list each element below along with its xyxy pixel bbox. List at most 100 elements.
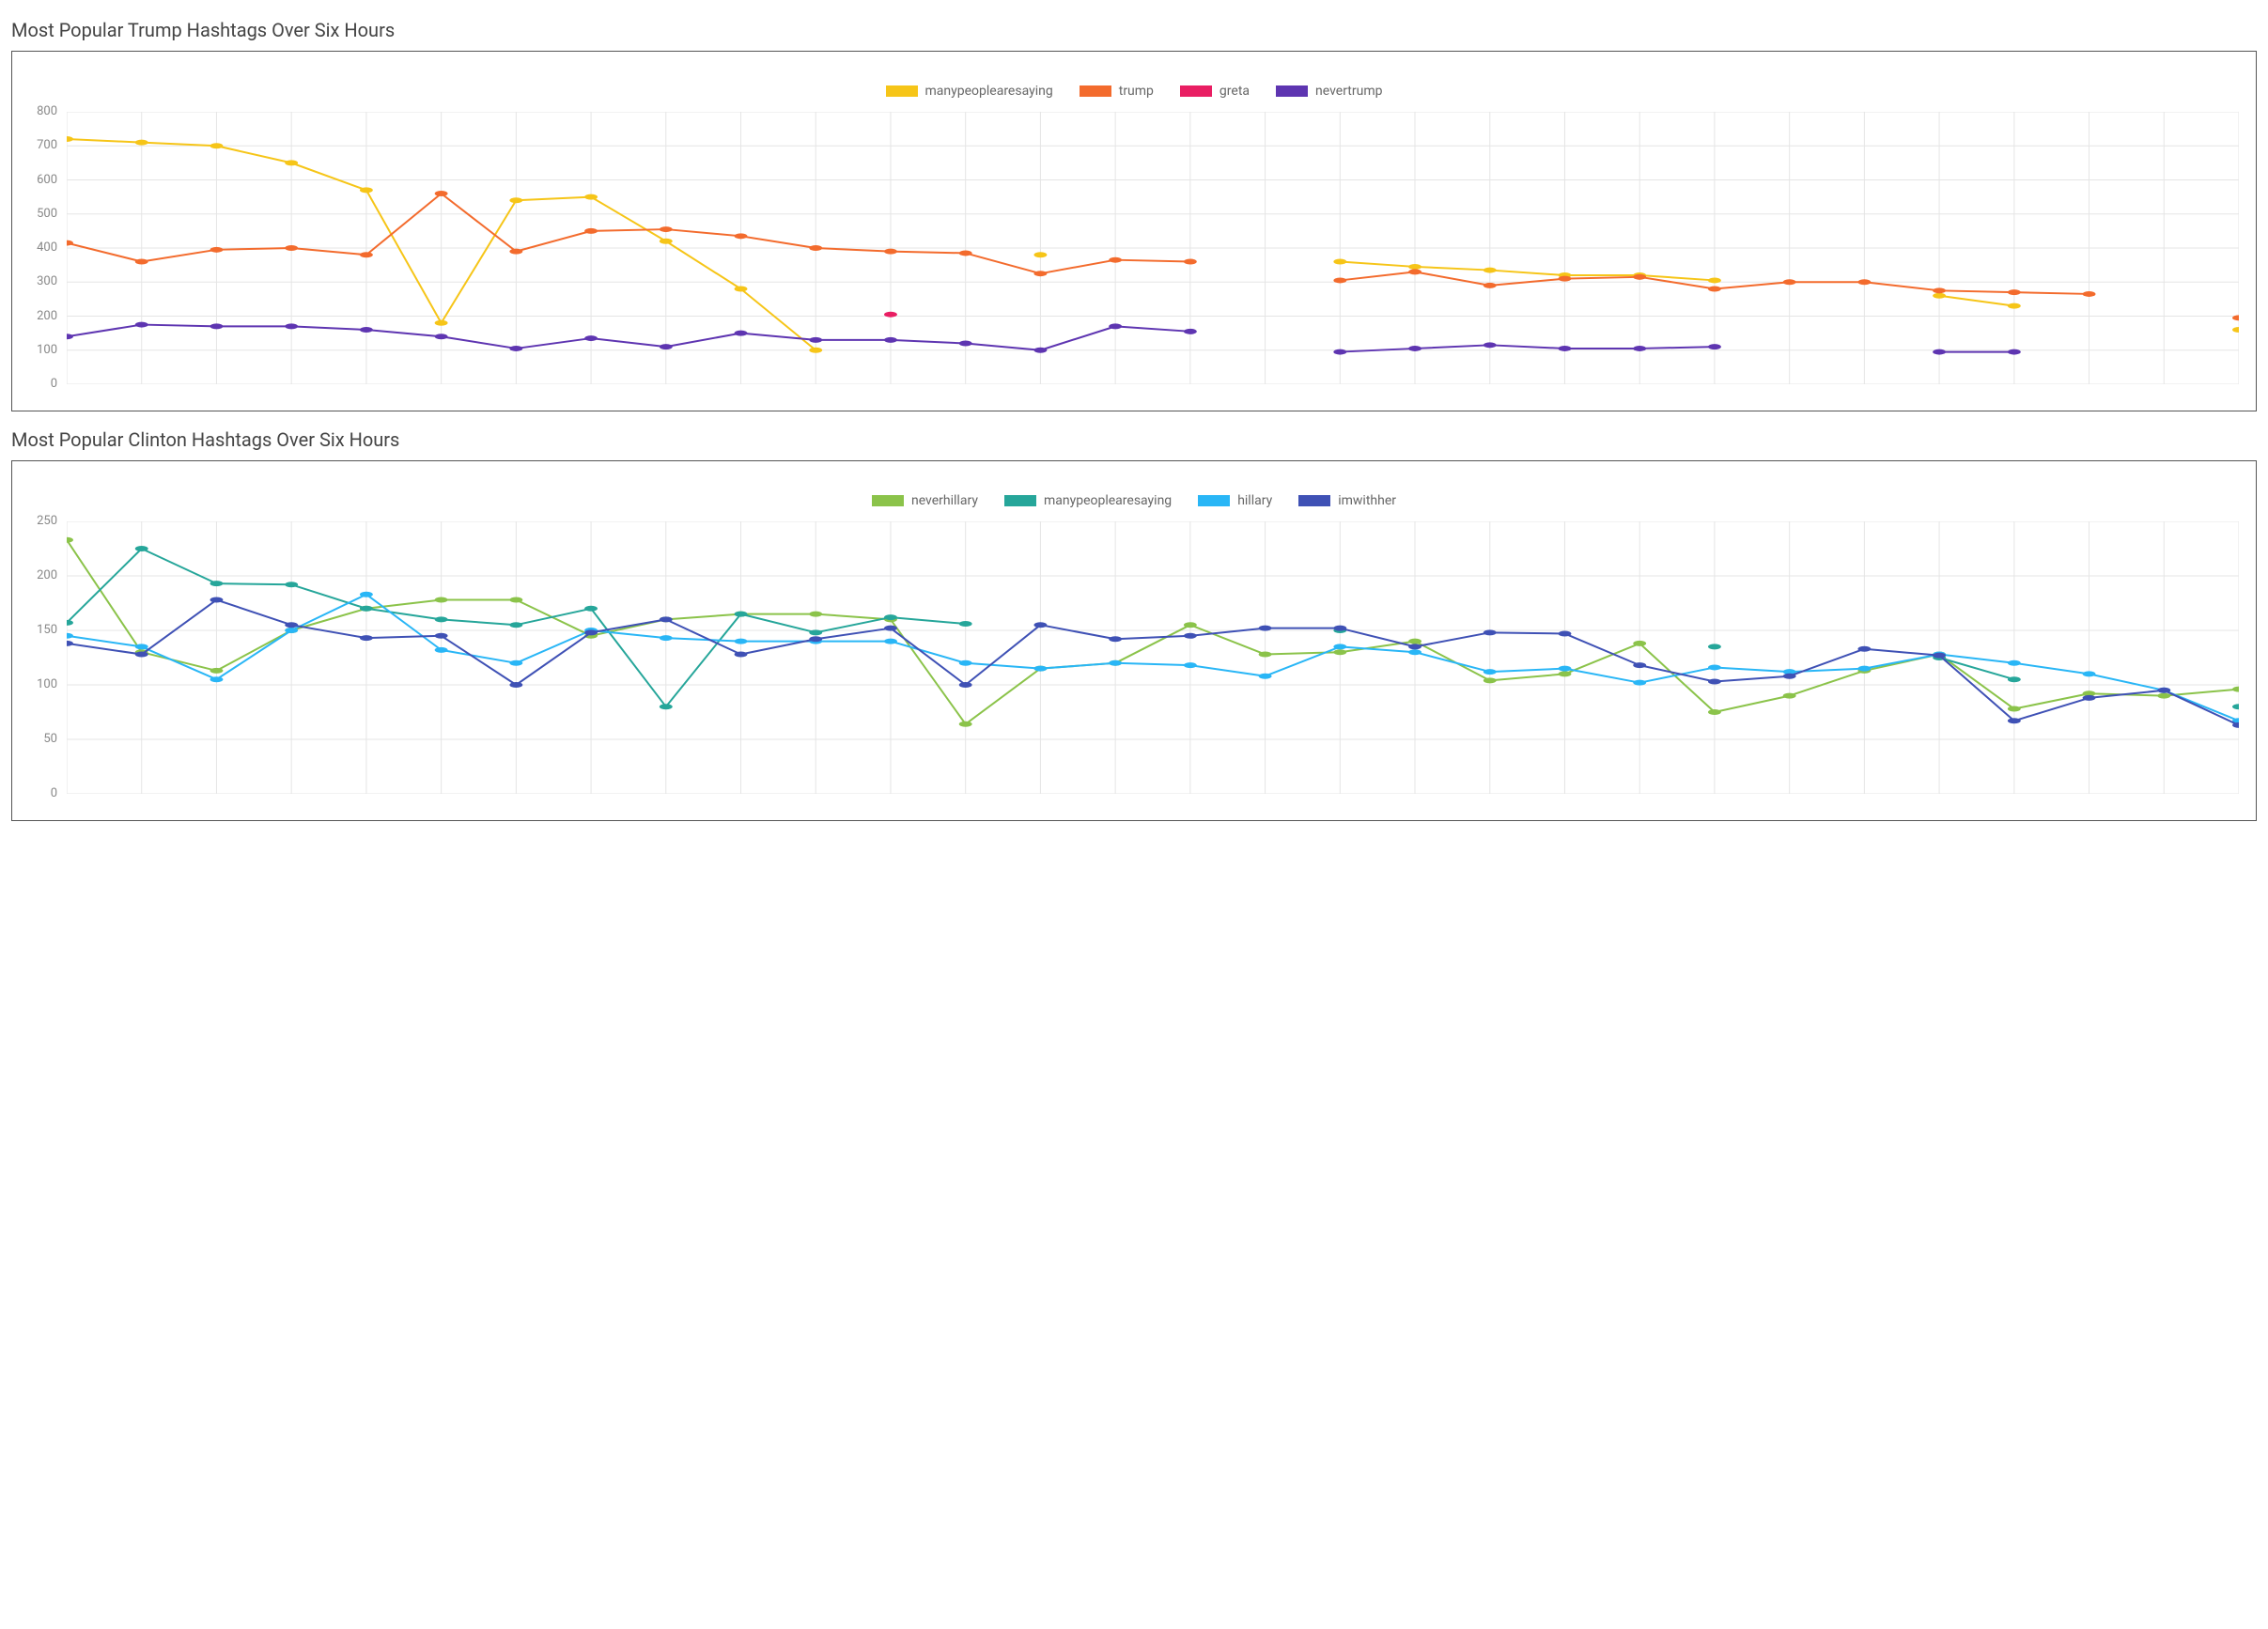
series-marker (1633, 346, 1646, 351)
series-marker (135, 644, 148, 649)
legend-item[interactable]: hillary (1198, 493, 1272, 508)
series-marker (1259, 652, 1272, 658)
series-line (67, 325, 1190, 350)
legend-swatch (1180, 85, 1212, 97)
series-marker (360, 187, 373, 193)
legend-item[interactable]: greta (1180, 84, 1250, 99)
series-marker (2008, 660, 2021, 666)
series-marker (1857, 666, 1871, 672)
series-marker (660, 635, 673, 641)
series-marker (285, 245, 298, 251)
series-marker (809, 245, 822, 251)
legend-label: neverhillary (911, 493, 978, 508)
series-marker (1708, 709, 1721, 715)
series-marker (1333, 259, 1346, 265)
series-marker (2008, 303, 2021, 309)
legend-swatch (1276, 85, 1308, 97)
series-marker (584, 629, 598, 635)
legend-label: manypeoplearesaying (1044, 493, 1172, 508)
series-marker (1933, 349, 1946, 355)
series-marker (2232, 687, 2239, 692)
series-marker (2008, 289, 2021, 295)
series-marker (509, 197, 522, 203)
legend-label: greta (1219, 84, 1250, 99)
series-marker (2083, 291, 2096, 297)
series-marker (1633, 662, 1646, 668)
series-marker (1109, 660, 1122, 666)
series-marker (809, 348, 822, 353)
series-marker (2083, 695, 2096, 701)
series-marker (210, 143, 224, 148)
series-marker (135, 546, 148, 551)
series-marker (809, 612, 822, 617)
legend-item[interactable]: trump (1080, 84, 1154, 99)
series-marker (2232, 327, 2239, 333)
series-marker (135, 322, 148, 328)
plot-area (67, 521, 2239, 794)
series-marker (2083, 671, 2096, 676)
series-marker (884, 614, 897, 620)
series-marker (1484, 669, 1497, 675)
series-marker (2008, 676, 2021, 682)
series-line (67, 194, 1190, 273)
series-marker (2008, 349, 2021, 355)
series-marker (509, 660, 522, 666)
series-line (1340, 345, 1715, 351)
series-marker (959, 341, 972, 347)
series-line (1939, 296, 2014, 306)
series-line (67, 600, 2239, 725)
series-marker (735, 652, 748, 658)
series-marker (1933, 287, 1946, 293)
series-marker (135, 259, 148, 265)
legend-swatch (1004, 495, 1036, 506)
series-marker (67, 334, 73, 339)
series-marker (1408, 649, 1421, 655)
series-marker (1184, 662, 1197, 668)
series-marker (210, 668, 224, 674)
series-marker (959, 250, 972, 256)
series-marker (1633, 680, 1646, 686)
legend-swatch (1198, 495, 1230, 506)
legend-item[interactable]: neverhillary (872, 493, 978, 508)
legend-item[interactable]: nevertrump (1276, 84, 1382, 99)
series-marker (509, 622, 522, 628)
series-marker (1708, 644, 1721, 649)
series-marker (584, 194, 598, 200)
series-marker (735, 612, 748, 617)
series-marker (1184, 259, 1197, 265)
series-line (1340, 262, 1715, 281)
series-marker (809, 629, 822, 635)
series-marker (735, 233, 748, 239)
legend-item[interactable]: imwithher (1298, 493, 1396, 508)
series-marker (1033, 252, 1047, 257)
series-marker (1408, 639, 1421, 644)
series-marker (1633, 274, 1646, 280)
series-marker (1333, 349, 1346, 355)
series-marker (584, 606, 598, 612)
series-marker (1783, 693, 1796, 699)
series-marker (285, 160, 298, 165)
series-marker (210, 581, 224, 586)
chart-title: Most Popular Clinton Hashtags Over Six H… (11, 428, 2257, 451)
series-marker (435, 334, 448, 339)
legend-item[interactable]: manypeoplearesaying (886, 84, 1053, 99)
series-marker (285, 323, 298, 329)
legend: neverhillary manypeoplearesaying hillary im… (29, 493, 2239, 508)
series-marker (1484, 629, 1497, 635)
series-marker (1708, 344, 1721, 349)
series-marker (660, 239, 673, 244)
legend-item[interactable]: manypeoplearesaying (1004, 493, 1172, 508)
series-marker (884, 249, 897, 255)
series-marker (1033, 271, 1047, 276)
series-marker (2232, 704, 2239, 709)
series-marker (435, 597, 448, 603)
legend-label: manypeoplearesaying (925, 84, 1053, 99)
series-marker (360, 592, 373, 597)
series-marker (1408, 264, 1421, 270)
series-marker (809, 636, 822, 642)
legend-label: imwithher (1338, 493, 1396, 508)
series-marker (959, 721, 972, 727)
series-marker (210, 597, 224, 603)
series-marker (1333, 644, 1346, 649)
series-marker (360, 635, 373, 641)
